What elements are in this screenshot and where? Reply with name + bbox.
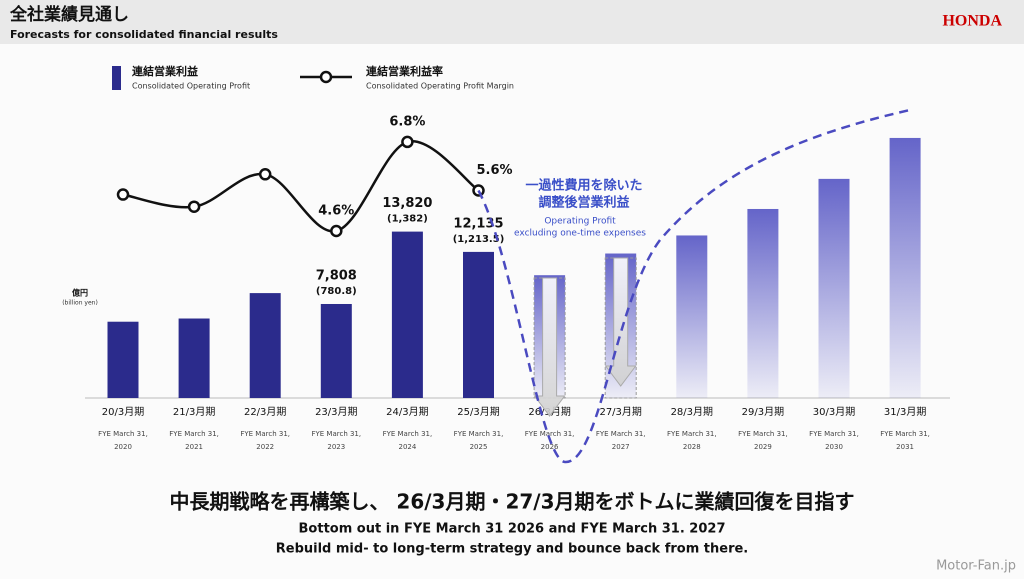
bar — [107, 321, 139, 398]
x-tick-label: 20/3月期 — [102, 406, 144, 418]
legend-swatch-bar — [112, 66, 121, 90]
x-tick-label-en: 2026 — [541, 443, 559, 451]
x-tick-label: 28/3月期 — [671, 406, 713, 418]
x-tick-label-en: 2030 — [825, 443, 843, 451]
data-label: 13,820 — [382, 196, 432, 211]
x-tick-label: 21/3月期 — [173, 406, 215, 418]
x-tick-label-en: FYE March 31, — [525, 430, 575, 438]
x-tick-label: 24/3月期 — [386, 406, 428, 418]
down-arrow — [533, 277, 566, 417]
margin-marker — [330, 224, 343, 238]
legend-label-en: Consolidated Operating Profit Margin — [366, 82, 514, 91]
annotation: 調整後営業利益 — [538, 195, 629, 211]
x-tick-label-en: FYE March 31, — [454, 430, 504, 438]
x-tick-label-en: FYE March 31, — [809, 430, 859, 438]
x-tick-label-en: FYE March 31, — [596, 430, 646, 438]
x-tick-label: 23/3月期 — [315, 406, 357, 418]
watermark: Motor-Fan.jp — [936, 559, 1016, 574]
footer-text: 中長期戦略を再構築し、 26/3月期・27/3月期をボトムに業績回復を目指す — [169, 490, 854, 514]
data-label: 7,808 — [316, 268, 357, 283]
legend-marker — [319, 70, 333, 84]
x-tick-label-en: 2022 — [256, 443, 274, 451]
margin-marker — [187, 200, 201, 213]
x-tick-label-en: FYE March 31, — [880, 430, 930, 438]
x-tick-label-en: FYE March 31, — [240, 430, 290, 438]
annotation: excluding one-time expenses — [514, 229, 646, 239]
margin-marker — [258, 168, 272, 181]
x-tick-label-en: FYE March 31, — [98, 430, 148, 438]
margin-marker — [401, 135, 414, 149]
bar — [178, 318, 210, 398]
data-label: 12,135 — [453, 216, 503, 231]
x-tick-label-en: 2028 — [683, 443, 701, 451]
x-tick-label-en: FYE March 31, — [311, 430, 361, 438]
x-tick-label-en: FYE March 31, — [169, 430, 219, 438]
plot: 20/3月期 FYE March 31, 2020 21/3月期 FYE March 3… — [85, 114, 950, 451]
x-tick-label: 29/3月期 — [742, 406, 784, 418]
data-sublabel: (1,213.5) — [453, 234, 505, 245]
x-tick-label-en: 2021 — [185, 443, 203, 451]
margin-marker — [116, 188, 130, 201]
x-tick-label-en: FYE March 31, — [667, 430, 717, 438]
margin-label: 6.8% — [389, 114, 425, 129]
x-tick-label-en: 2025 — [470, 443, 488, 451]
bar — [249, 293, 281, 398]
x-tick-label: 30/3月期 — [813, 406, 855, 418]
annotation: Operating Profit — [544, 217, 616, 227]
unit-label: 億円 — [72, 288, 88, 298]
x-tick-label-en: FYE March 31, — [383, 430, 433, 438]
bar — [463, 251, 494, 398]
x-tick-label-en: 2020 — [114, 443, 132, 451]
margin-label: 4.6% — [318, 204, 354, 219]
data-sublabel: (780.8) — [316, 286, 357, 297]
x-tick-label: 22/3月期 — [244, 406, 286, 418]
x-tick-label-en: 2023 — [327, 443, 345, 451]
bar — [676, 235, 708, 398]
unit-label-en: (billion yen) — [62, 300, 98, 307]
legend-label: 連結営業利益 — [132, 64, 198, 78]
legend-label: 連結営業利益率 — [366, 64, 443, 78]
bar — [747, 208, 779, 398]
subtitle: Forecasts for consolidated financial res… — [10, 28, 278, 41]
footer-text: Rebuild mid- to long-term strategy and b… — [276, 542, 749, 557]
x-tick-label-en: 2024 — [398, 443, 416, 451]
footer-text: Bottom out in FYE March 31 2026 and FYE … — [299, 522, 726, 537]
margin-label: 5.6% — [476, 163, 512, 178]
x-tick-label-en: 2027 — [612, 443, 630, 451]
x-tick-label-en: 2029 — [754, 443, 772, 451]
brand-logo: HONDA — [942, 13, 1002, 30]
bar — [818, 178, 850, 398]
decoration — [477, 108, 911, 464]
x-tick-label-en: FYE March 31, — [738, 430, 788, 438]
data-sublabel: (1,382) — [387, 214, 428, 225]
x-tick-label: 31/3月期 — [884, 406, 926, 418]
x-tick-label: 25/3月期 — [457, 406, 499, 418]
legend-label-en: Consolidated Operating Profit — [132, 82, 250, 91]
bar — [889, 137, 921, 398]
x-tick-label: 27/3月期 — [599, 406, 641, 418]
header-band — [0, 0, 1024, 44]
x-tick-label-en: 2031 — [896, 443, 914, 451]
bar — [320, 303, 352, 398]
bar — [391, 231, 423, 398]
title: 全社業績見通し — [9, 4, 129, 25]
annotation: 一過性費用を除いた — [525, 178, 642, 194]
